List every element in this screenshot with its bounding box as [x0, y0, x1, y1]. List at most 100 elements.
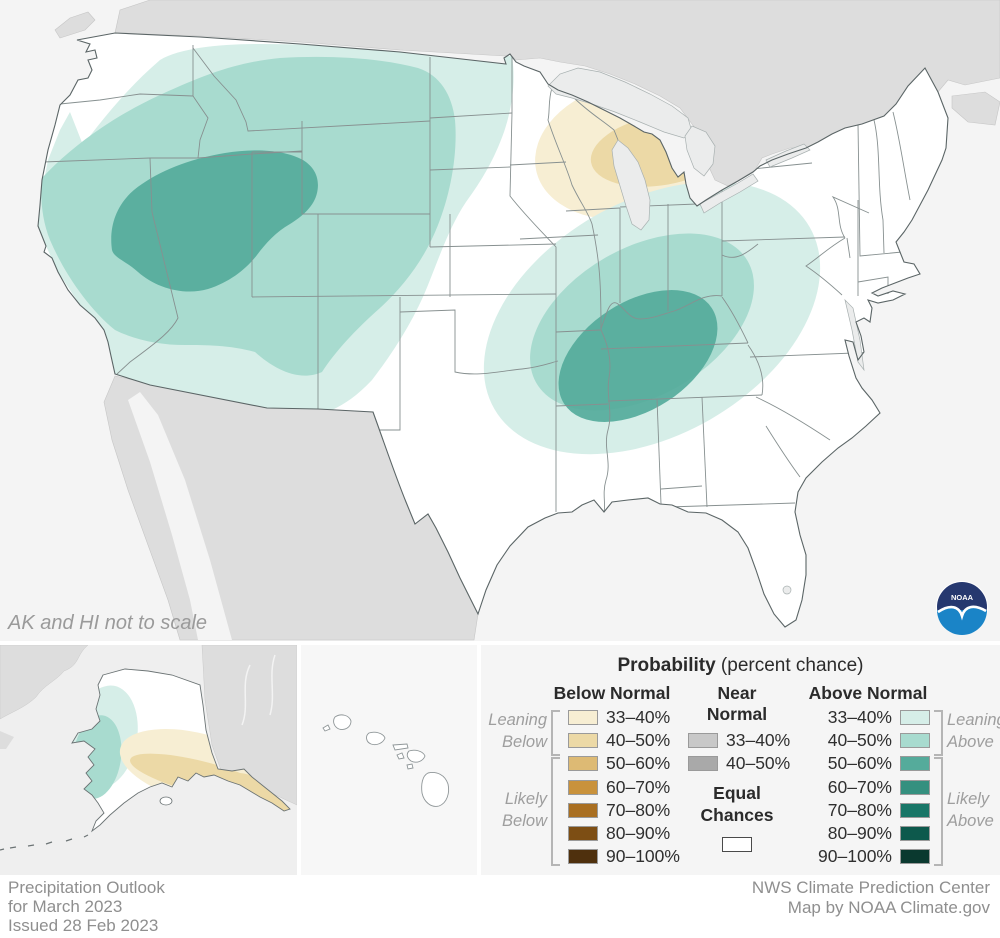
lake-michigan	[611, 139, 651, 231]
label-leaning-above: Leaning Above	[947, 711, 1000, 751]
legend-row: 33–40%	[568, 706, 738, 729]
noaa-logo: NOAA	[936, 581, 988, 635]
island-niihau	[322, 724, 331, 732]
legend-swatch-label: 60–70%	[827, 776, 892, 797]
gulf-of-california	[128, 392, 232, 640]
vancouver-island	[54, 11, 96, 39]
hawaiian-islands	[322, 714, 450, 807]
legend-swatch-label: 33–40%	[827, 707, 892, 728]
island-hawaii	[421, 772, 450, 807]
state-borders	[42, 45, 911, 513]
legend-row: 50–60%	[568, 752, 738, 775]
legend-row: 80–90%	[568, 822, 738, 845]
island-kauai	[333, 714, 352, 730]
legend-row: 40–50%	[688, 752, 858, 775]
bracket-likely-below	[551, 757, 560, 866]
island-maui	[406, 749, 426, 763]
label-leaning-below: Leaning Below	[488, 711, 547, 751]
legend-rows-near: 33–40% 40–50%	[688, 729, 858, 775]
legend-swatch	[568, 733, 598, 749]
yukon-rivers	[241, 654, 276, 726]
legend-title-bold: Probability	[617, 655, 716, 676]
equal-chances-swatch	[722, 837, 752, 852]
label-likely-below: Likely Below	[502, 790, 547, 830]
legend-swatch-label: 33–40%	[606, 707, 671, 728]
chesapeake-bay	[844, 298, 865, 372]
equal-chances-label: Equal Chances	[700, 783, 774, 825]
legend-row: 90–100%	[568, 845, 738, 868]
russia-coast-fragment	[0, 731, 14, 749]
legend-row: 40–50%	[778, 729, 930, 752]
legend-row: 70–80%	[778, 799, 930, 822]
legend-swatch	[900, 756, 930, 772]
lake-huron	[684, 125, 716, 177]
legend-swatch-label: 70–80%	[606, 799, 671, 820]
island-oahu	[366, 731, 386, 746]
legend-title: Probability (percent chance)	[481, 655, 1000, 677]
lake-okeechobee	[782, 585, 792, 595]
legend-row: 40–50%	[568, 729, 738, 752]
legend-row: 33–40%	[688, 729, 858, 752]
russia-landmass	[0, 644, 89, 720]
legend-swatch	[688, 733, 718, 749]
legend-swatch	[900, 802, 930, 818]
conus-map: AK and HI not to scale NOAA	[0, 0, 1000, 641]
legend-swatch	[900, 710, 930, 726]
legend-row: 50–60%	[778, 752, 930, 775]
legend-rows-below: 33–40% 40–50% 50–60% 60–70% 70–80% 80–90% 90–1…	[568, 706, 738, 868]
aleutian-islands	[0, 834, 89, 851]
legend-swatch-label: 70–80%	[827, 799, 892, 820]
noaa-logo-text: NOAA	[951, 593, 974, 602]
island-lanai	[396, 752, 405, 760]
lake-ontario	[765, 143, 811, 168]
legend-swatch	[568, 826, 598, 842]
legend-row: 33–40%	[778, 706, 930, 729]
legend-swatch-label: 80–90%	[606, 823, 671, 844]
legend-swatch-label: 40–50%	[606, 730, 671, 751]
nova-scotia	[951, 91, 1000, 126]
legend-swatch-label: 40–50%	[827, 730, 892, 751]
legend-header-near: Near Normal	[706, 683, 768, 724]
kodiak-island	[159, 796, 173, 806]
bracket-likely-above	[934, 757, 943, 866]
above-normal-50-60-midsouth	[558, 290, 718, 422]
legend-swatch	[900, 849, 930, 865]
legend-swatch	[568, 756, 598, 772]
ak-below-40-50-panhandle	[230, 772, 290, 818]
noaa-seagull-icon	[937, 605, 987, 621]
conus-map-svg: AK and HI not to scale NOAA	[0, 0, 1000, 641]
legend-rows-above: 33–40% 40–50% 50–60% 60–70% 70–80% 80–90% 90–1…	[778, 706, 930, 868]
bracket-leaning-above	[934, 710, 943, 756]
label-likely-above: Likely Above	[947, 790, 994, 830]
scale-note: AK and HI not to scale	[7, 612, 207, 634]
legend-swatch	[568, 779, 598, 795]
legend-swatch	[568, 710, 598, 726]
legend-panel: Probability (percent chance) Below Norma…	[481, 645, 1000, 875]
legend-row: 60–70%	[778, 776, 930, 799]
legend-swatch-label: 80–90%	[827, 823, 892, 844]
footer-right-text: NWS Climate Prediction Center Map by NOAA…	[751, 878, 990, 917]
legend-row: 70–80%	[568, 799, 738, 822]
legend-swatch	[900, 779, 930, 795]
legend-row: 60–70%	[568, 776, 738, 799]
legend-header-above: Above Normal	[808, 683, 928, 703]
legend-swatch	[688, 756, 718, 772]
legend-swatch-label: 50–60%	[827, 753, 892, 774]
legend-swatch-label: 90–100%	[818, 846, 892, 867]
alaska-inset	[0, 644, 298, 875]
legend-swatch-label: 60–70%	[606, 776, 671, 797]
island-kahoolawe	[406, 763, 414, 770]
legend-swatch-label: 50–60%	[606, 753, 671, 774]
legend-header-below: Below Normal	[553, 683, 671, 703]
legend-swatch	[568, 849, 598, 865]
hawaii-inset-svg	[322, 714, 450, 807]
lake-erie	[699, 173, 759, 214]
footer-left-text: Precipitation Outlook for March 2023 Issue…	[8, 878, 165, 935]
legend-swatch-label: 33–40%	[726, 730, 791, 751]
hawaii-inset	[301, 645, 477, 875]
legend-swatch	[900, 733, 930, 749]
great-lakes	[547, 67, 865, 595]
legend-row: 80–90%	[778, 822, 930, 845]
legend-swatch	[900, 826, 930, 842]
